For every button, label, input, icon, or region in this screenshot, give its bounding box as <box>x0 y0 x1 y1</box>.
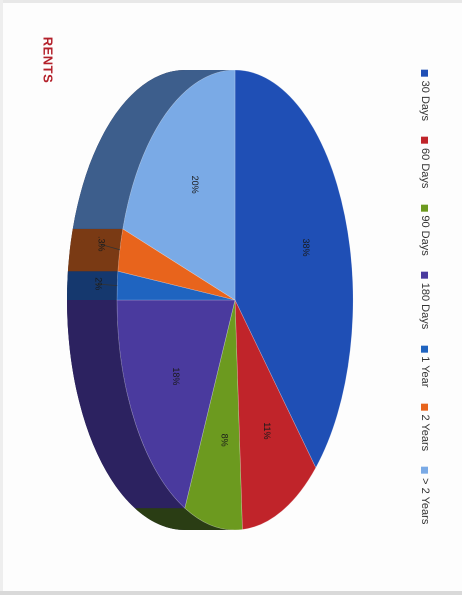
data-label-180-days: 18% <box>171 367 181 385</box>
pie-slice-30-days <box>234 69 354 469</box>
pie-side-90-days <box>134 508 235 530</box>
scan-edge-bottom <box>0 591 462 595</box>
legend-label: 1 Year <box>419 356 431 388</box>
legend-label: 60 Days <box>419 148 431 189</box>
leader-line-1-year <box>95 283 118 286</box>
pie-side-180-days <box>67 300 185 509</box>
pie-slice-1-year <box>116 270 236 301</box>
data-label-90-days: 8% <box>219 434 229 447</box>
legend-label: 180 Days <box>419 282 431 330</box>
scan-edge-top <box>0 0 462 3</box>
legend-label: 30 Days <box>419 80 431 122</box>
data-label-60-days: 11% <box>262 422 272 439</box>
data-label--2-years: 20% <box>190 176 200 194</box>
legend-swatch <box>421 204 429 212</box>
pie-slice-90-days <box>184 299 243 531</box>
legend-item-2-years: 2 Years <box>419 403 431 451</box>
scan-edge-left <box>0 0 3 595</box>
legend-label: 2 Years <box>419 414 431 452</box>
legend-label: 90 Days <box>419 215 431 256</box>
pie-slice--2-years <box>122 69 236 301</box>
legend-item-180-days: 180 Days <box>419 271 431 330</box>
legend-item-30-days: 30 Days <box>419 69 431 122</box>
data-label-30-days: 38% <box>301 238 311 256</box>
chart-legend: 30 Days 60 Days 90 Days 180 Days 1 Year 2 Yea… <box>419 69 431 524</box>
pie-slice-60-days <box>234 299 317 530</box>
legend-swatch <box>421 403 429 411</box>
legend-item--2-years: > 2 Years <box>419 467 431 524</box>
data-label-1-year: 2% <box>93 277 103 290</box>
pie-slice-2-years <box>117 228 236 301</box>
leader-line-2-years <box>98 243 120 251</box>
legend-item-1-year: 1 Year <box>419 345 431 387</box>
pie-side-2-years <box>67 228 123 272</box>
data-label-2-years: .3% <box>96 236 106 252</box>
legend-item-60-days: 60 Days <box>419 137 431 188</box>
legend-swatch <box>421 271 429 279</box>
legend-label: > 2 Years <box>419 478 431 525</box>
legend-swatch <box>421 69 429 77</box>
legend-swatch <box>421 345 429 353</box>
legend-swatch <box>421 467 429 475</box>
pie-side-1-year <box>67 271 118 300</box>
legend-item-90-days: 90 Days <box>419 204 431 256</box>
pie-slice-180-days <box>116 299 236 509</box>
legend-swatch <box>421 137 429 145</box>
pie-side--2-years <box>72 70 235 229</box>
